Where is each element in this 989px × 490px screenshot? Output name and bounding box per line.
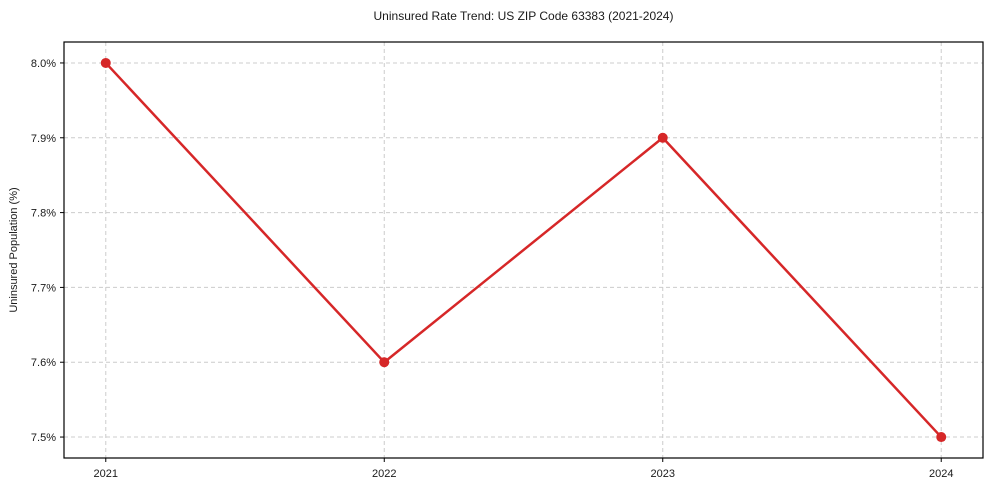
x-tick-label: 2023 [651,468,675,480]
data-point-marker [936,432,947,443]
x-tick-label: 2024 [929,468,953,480]
y-tick-label: 7.9% [31,133,56,145]
y-tick-label: 7.5% [31,432,56,444]
data-point-marker [657,132,668,143]
data-point-marker [100,57,111,68]
y-tick-label: 7.6% [31,357,56,369]
y-tick-label: 7.7% [31,282,56,294]
data-point-marker [379,357,390,368]
x-tick-label: 2021 [94,468,118,480]
plot-border [63,41,984,459]
y-tick-label: 8.0% [31,58,56,70]
chart-title: Uninsured Rate Trend: US ZIP Code 63383 … [373,9,674,23]
y-tick-label: 7.8% [31,208,56,220]
x-tick-label: 2022 [372,468,396,480]
trend-line [104,61,943,439]
